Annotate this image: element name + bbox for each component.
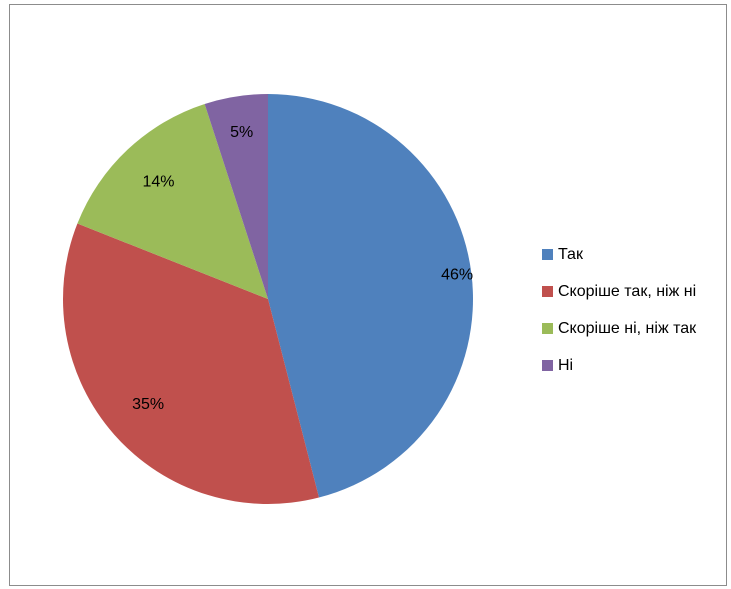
pie-slice-tak xyxy=(268,93,474,498)
legend-item-tak: Так xyxy=(542,236,696,273)
legend-label-ni: Ні xyxy=(558,356,574,374)
legend-swatch-skorishe-ni xyxy=(542,323,553,334)
legend: Так Скоріше так, ніж ні Скоріше ні, ніж … xyxy=(542,236,696,384)
legend-item-skorishe-tak: Скоріше так, ніж ні xyxy=(542,273,696,310)
legend-label-skorishe-tak: Скоріше так, ніж ні xyxy=(558,282,697,300)
legend-swatch-ni xyxy=(542,360,553,371)
pie-chart: 46% 35% 14% 5% xyxy=(63,93,474,504)
pie-slice-skorishe-ni xyxy=(77,104,269,299)
legend-swatch-tak xyxy=(542,249,553,260)
data-label-skorishe-tak: 35% xyxy=(132,396,164,413)
legend-swatch-skorishe-tak xyxy=(542,286,553,297)
data-label-tak: 46% xyxy=(441,266,473,283)
data-label-skorishe-ni: 14% xyxy=(142,174,174,191)
pie-slice-skorishe-tak xyxy=(63,223,319,504)
data-label-ni: 5% xyxy=(230,124,253,141)
legend-label-skorishe-ni: Скоріше ні, ніж так xyxy=(558,319,697,337)
legend-label-tak: Так xyxy=(558,245,583,263)
pie-slice-ni xyxy=(204,94,268,299)
legend-item-ni: Ні xyxy=(542,347,696,384)
chart-area: 46% 35% 14% 5% Так Скоріше так, ніж ні Скор… xyxy=(9,4,727,586)
legend-item-skorishe-ni: Скоріше ні, ніж так xyxy=(542,310,696,347)
